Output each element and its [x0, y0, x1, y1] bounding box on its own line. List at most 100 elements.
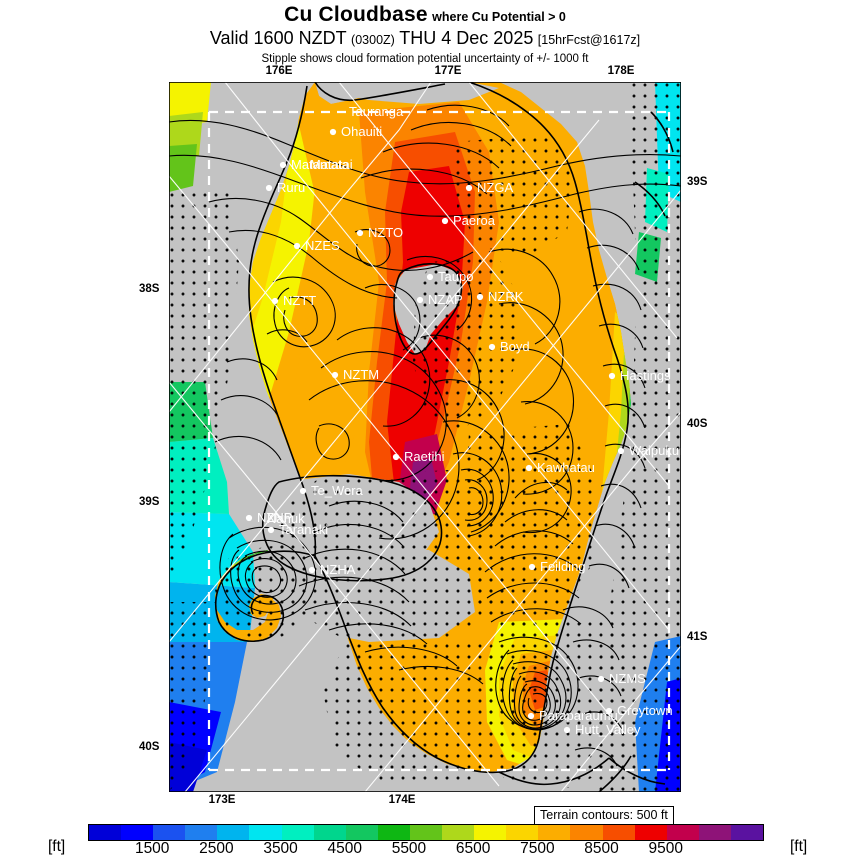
colorbar-swatch: [634, 825, 667, 840]
colorbar-swatch: [506, 825, 539, 840]
place-dot: [426, 273, 434, 281]
place-marker: NZES: [293, 238, 340, 253]
place-dot: [356, 229, 364, 237]
place-marker: Ohauiti: [329, 124, 382, 139]
colorbar-swatch: [121, 825, 154, 840]
place-label: Waipukurau: [629, 443, 681, 458]
colorbar[interactable]: [88, 824, 764, 841]
colorbar-tick: 1500: [134, 840, 170, 857]
place-marker: Paeroa: [441, 213, 496, 228]
place-label: NZNP: [257, 510, 292, 525]
place-dot: [271, 297, 279, 305]
place-marker: NZMS: [597, 671, 646, 686]
place-label: Ruru: [277, 180, 305, 195]
place-marker: NZAP: [416, 292, 463, 307]
valid-zulu: (0300Z): [351, 33, 395, 47]
colorbar-swatch: [217, 825, 250, 840]
stipple-note: Stipple shows cloud formation potential …: [261, 53, 589, 65]
axis-tick-label: 40S: [687, 418, 708, 430]
place-dot: [617, 447, 625, 455]
colorbar-swatch: [281, 825, 314, 840]
place-label: NZRK: [488, 289, 524, 304]
place-label: NZGA: [477, 180, 513, 195]
place-dot: [605, 707, 613, 715]
place-dot: [465, 184, 473, 192]
colorbar-tick: 5500: [391, 840, 427, 857]
place-dot: [527, 712, 535, 720]
colorbar-tick-labels: 1500 2500 3500 4500 5500 6500 7500 8500 9500: [0, 840, 850, 860]
domain-boundary: [207, 110, 671, 772]
place-label: Matamata: [291, 157, 350, 172]
place-label: Tauranga: [349, 104, 404, 119]
colorbar-tick: 4500: [327, 840, 362, 857]
valid-time: Valid 1600 NZDT: [209, 28, 347, 48]
place-dot: [299, 487, 307, 495]
colorbar-swatch: [602, 825, 635, 840]
colorbar-swatch: [538, 825, 571, 840]
axis-tick-label: 39S: [139, 496, 160, 508]
page-title: Cu Cloudbase where Cu Potential > 0 Vali…: [0, 0, 850, 66]
colorbar-swatch: [666, 825, 699, 840]
axis-tick-label: 176E: [265, 65, 293, 77]
axis-tick-label: 177E: [434, 65, 462, 77]
valid-date: THU 4 Dec 2025: [399, 28, 534, 48]
axis-tick-label: 173E: [208, 794, 236, 806]
colorbar-tick: 3500: [263, 840, 298, 857]
colorbar-tick: 8500: [584, 840, 619, 857]
forecast-map[interactable]: Tauranga Ohauiti Matamata Matatai Ruru NZGA Pa…: [139, 65, 707, 806]
place-marker: NZTT: [271, 293, 316, 308]
place-label: Te_Wera: [311, 483, 364, 498]
colorbar-unit-left: [ft]: [48, 838, 66, 855]
place-dot: [293, 242, 301, 250]
place-label: NZHA: [320, 562, 356, 577]
place-marker: Greytown: [605, 703, 673, 718]
colorbar-swatch: [730, 825, 763, 840]
place-label: NZMS: [609, 671, 646, 686]
colorbar-tick: 7500: [520, 840, 555, 857]
place-label: Nanuk: [267, 511, 305, 526]
place-dot: [308, 566, 316, 574]
place-label: Kawhatau: [537, 460, 595, 475]
axis-tick-label: 174E: [388, 794, 416, 806]
axis-tick-label: 40S: [139, 741, 160, 753]
colorbar-tick: 6500: [455, 840, 491, 857]
colorbar-swatch: [442, 825, 475, 840]
colorbar-swatch: [185, 825, 218, 840]
title-line-1: Cu Cloudbase where Cu Potential > 0: [0, 4, 850, 27]
place-dot: [329, 128, 337, 136]
place-label: Taupo: [438, 269, 473, 284]
place-marker: Matatai: [310, 157, 353, 172]
place-marker: Taranaki: [267, 522, 328, 537]
place-label: Paraparaumu: [539, 708, 618, 723]
place-dot: [392, 453, 400, 461]
place-label: Paeroa: [453, 213, 496, 228]
place-marker: Boyd: [488, 339, 530, 354]
colorbar-swatch: [89, 825, 122, 840]
place-marker: Ruru: [265, 180, 305, 195]
place-dot: [476, 293, 484, 301]
place-dot: [279, 161, 287, 169]
place-dot: [331, 371, 339, 379]
place-label: Boyd: [500, 339, 530, 354]
place-marker: Waipukurau: [617, 443, 681, 458]
colorbar-swatch: [345, 825, 378, 840]
place-dot: [265, 184, 273, 192]
axis-tick-label: 178E: [607, 65, 635, 77]
place-marker: Feilding: [528, 559, 586, 574]
colorbar-swatch: [570, 825, 603, 840]
place-marker: Hutt_Valley: [563, 722, 641, 737]
place-label: Ohauiti: [341, 124, 382, 139]
place-label: Raetihi: [404, 449, 445, 464]
place-marker: Te_Wera: [299, 483, 364, 498]
axis-tick-label: 39S: [687, 176, 708, 188]
place-dot: [488, 343, 496, 351]
place-label: Hastings: [620, 368, 671, 383]
forecast-tag: [15hrFcst@1617z]: [537, 33, 641, 47]
colorbar-swatch: [249, 825, 282, 840]
place-dot: [525, 464, 533, 472]
place-dot: [608, 372, 616, 380]
place-marker: NZHA: [308, 562, 356, 577]
colorbar-swatch: [698, 825, 731, 840]
